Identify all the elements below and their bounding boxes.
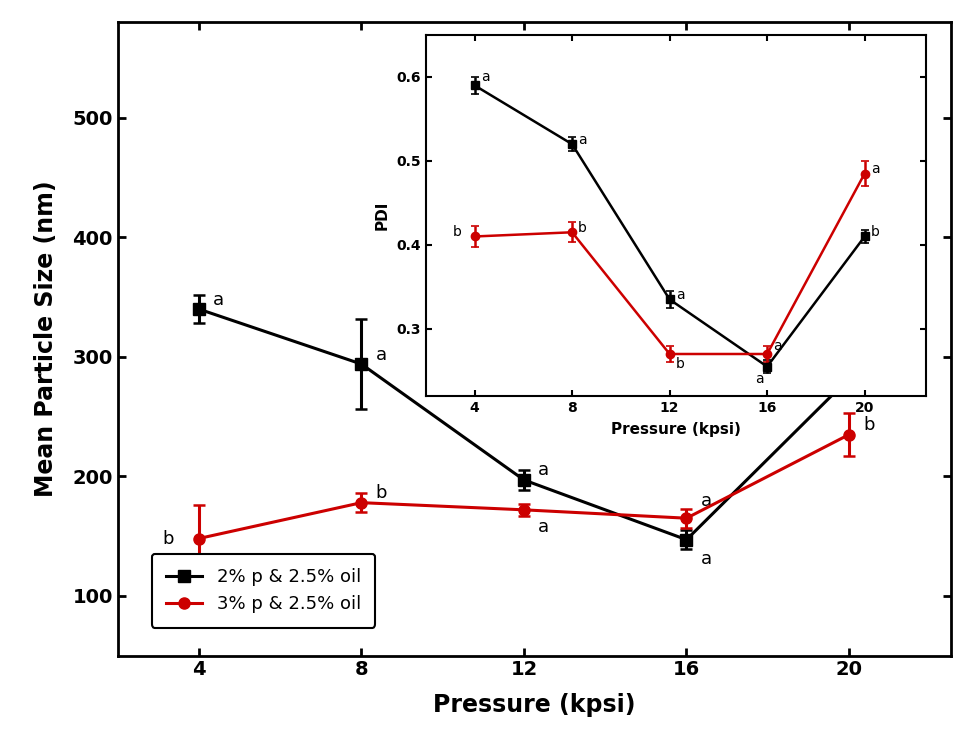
Text: b: b <box>163 530 173 548</box>
Text: a: a <box>538 461 549 479</box>
Legend: 2% p & 2.5% oil, 3% p & 2.5% oil: 2% p & 2.5% oil, 3% p & 2.5% oil <box>152 554 375 627</box>
Y-axis label: Mean Particle Size (nm): Mean Particle Size (nm) <box>34 181 59 498</box>
Text: a: a <box>863 360 874 378</box>
X-axis label: Pressure (kpsi): Pressure (kpsi) <box>433 694 635 717</box>
Text: a: a <box>375 346 387 364</box>
Text: b: b <box>375 484 387 502</box>
Text: a: a <box>701 492 711 510</box>
Text: a: a <box>701 550 711 568</box>
Text: b: b <box>863 416 875 434</box>
Text: a: a <box>538 518 549 536</box>
Text: a: a <box>213 291 224 308</box>
